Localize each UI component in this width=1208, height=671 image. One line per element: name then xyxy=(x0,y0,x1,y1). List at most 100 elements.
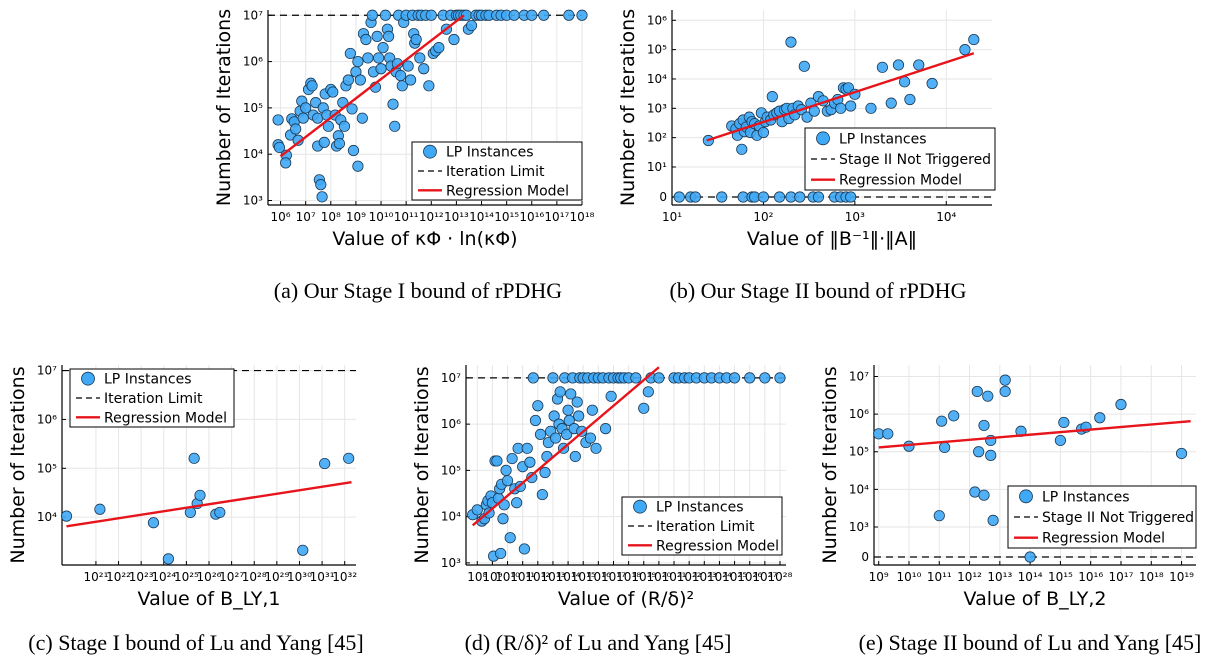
legend-label: Iteration Limit xyxy=(446,164,545,180)
data-point xyxy=(736,143,748,155)
legend-label: LP Instances xyxy=(446,145,534,161)
x-tick-label: 10¹² xyxy=(957,570,982,584)
regression-line xyxy=(471,366,660,527)
data-point xyxy=(812,191,825,203)
x-tick-label: 10⁸ xyxy=(321,210,341,224)
legend: LP Instances Stage II Not Triggered Regres… xyxy=(1007,485,1197,549)
data-point xyxy=(362,52,374,64)
figure-caption: (e) Stage II bound of Lu and Yang [45] xyxy=(859,630,1202,655)
legend-label: Stage II Not Triggered xyxy=(1042,510,1194,526)
data-point xyxy=(757,126,770,139)
data-point xyxy=(630,372,642,384)
x-tick-label: 10¹⁹ xyxy=(631,570,656,584)
x-tick-label: 10²³ xyxy=(129,570,154,584)
data-point xyxy=(387,98,399,110)
data-point xyxy=(973,446,985,458)
y-tick-label: 10⁶ xyxy=(441,417,461,431)
x-tick-label: 10¹⁴ xyxy=(1018,570,1043,584)
x-tick-label: 10²⁵ xyxy=(174,570,199,584)
data-point xyxy=(352,160,364,172)
data-point xyxy=(716,191,728,203)
x-tick-label: 10¹⁵ xyxy=(571,570,596,584)
data-point xyxy=(987,514,999,526)
figure-caption: (d) (R/δ)² of Lu and Yang [45] xyxy=(465,630,732,655)
data-point xyxy=(689,191,701,203)
data-point xyxy=(561,428,573,440)
data-point xyxy=(272,114,284,126)
data-point xyxy=(744,372,756,384)
x-tick-label: 10¹⁹ xyxy=(1169,570,1194,584)
y-tick-label: 10³ xyxy=(849,520,869,534)
data-point xyxy=(318,136,330,148)
x-tick-label: 10¹⁶ xyxy=(519,210,544,224)
data-point xyxy=(1094,412,1106,424)
y-tick-label: 0 xyxy=(659,190,667,204)
data-point xyxy=(968,33,980,46)
data-point xyxy=(371,30,383,42)
data-point xyxy=(773,191,786,203)
data-point xyxy=(322,120,334,132)
data-point xyxy=(563,414,575,427)
x-tick-label: 10¹¹ xyxy=(510,570,535,584)
legend-label: Regression Model xyxy=(839,173,962,189)
data-point xyxy=(491,455,503,467)
x-tick-label: 10²⁰ xyxy=(646,570,671,584)
data-point xyxy=(774,372,786,384)
y-tick-label: 10⁵ xyxy=(647,43,667,57)
data-point xyxy=(948,410,960,422)
data-point xyxy=(794,191,806,203)
y-tick-label: 10¹ xyxy=(647,160,667,174)
data-point xyxy=(414,52,426,64)
x-tick-label: 10² xyxy=(753,210,773,224)
data-point xyxy=(526,9,538,21)
data-point xyxy=(521,442,533,454)
y-tick-label: 10⁴ xyxy=(37,510,57,524)
y-tick-label: 0 xyxy=(861,550,869,564)
y-tick-label: 10⁵ xyxy=(37,461,57,475)
data-point xyxy=(423,80,435,92)
figure-caption: (c) Stage I bound of Lu and Yang [45] xyxy=(28,630,363,655)
data-point xyxy=(300,102,312,114)
x-tick-label: 10¹⁵ xyxy=(494,210,519,224)
data-point xyxy=(273,141,286,154)
data-point xyxy=(373,52,385,64)
data-point xyxy=(913,59,925,71)
data-point xyxy=(404,74,417,86)
chart-d: 10⁸10⁹10¹⁰10¹¹10¹²10¹³10¹⁴10¹⁵10¹⁶10¹⁷10… xyxy=(411,365,793,655)
data-point xyxy=(933,510,945,522)
x-axis-label: Value of ‖B⁻¹‖·‖A‖ xyxy=(747,228,917,250)
data-point xyxy=(342,74,354,86)
data-point xyxy=(297,544,309,556)
data-point xyxy=(375,63,387,75)
data-point xyxy=(845,191,857,203)
x-tick-label: 10¹⁴ xyxy=(556,570,581,584)
y-axis-label: Number of Iterations xyxy=(819,366,841,563)
x-tick-label: 10²⁵ xyxy=(722,570,747,584)
data-point xyxy=(280,157,292,169)
data-point xyxy=(573,410,585,422)
x-tick-label: 10¹³ xyxy=(541,570,566,584)
legend-marker-icon xyxy=(423,144,437,159)
y-tick-label: 10⁵ xyxy=(243,101,263,115)
x-tick-label: 10³¹ xyxy=(310,570,335,584)
x-tick-label: 10⁸ xyxy=(467,570,487,584)
data-point xyxy=(60,510,73,522)
x-tick-label: 10³² xyxy=(332,570,357,584)
data-point xyxy=(766,91,778,103)
chart-c: 10²¹10²²10²³10²⁴10²⁵10²⁶10²⁷10²⁸10²⁹10³⁰… xyxy=(7,364,364,655)
legend-label: Regression Model xyxy=(446,183,569,199)
x-tick-label: 10²³ xyxy=(692,570,717,584)
data-point xyxy=(347,144,360,157)
data-point xyxy=(936,415,948,427)
x-tick-label: 10⁴ xyxy=(936,210,956,224)
data-point xyxy=(885,97,897,109)
x-tick-label: 10³⁰ xyxy=(287,570,312,584)
legend-marker-icon xyxy=(81,371,95,386)
x-tick-label: 10¹³ xyxy=(444,210,469,224)
regression-line xyxy=(279,14,465,158)
data-point xyxy=(571,396,583,408)
data-point xyxy=(94,503,106,515)
data-point xyxy=(312,112,324,124)
x-tick-label: 10²² xyxy=(106,570,131,584)
